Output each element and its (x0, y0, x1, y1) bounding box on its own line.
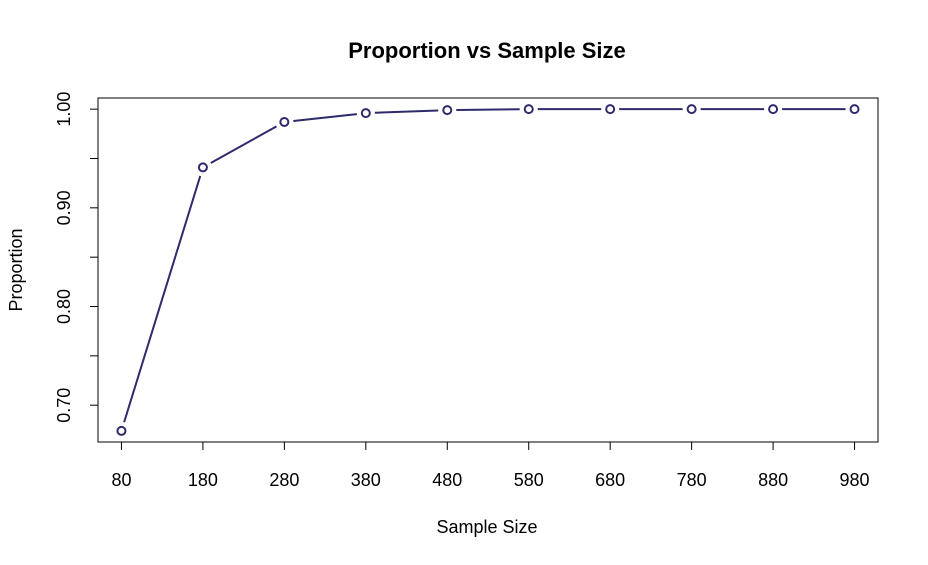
data-point (279, 116, 290, 127)
series-segment (456, 108, 520, 112)
x-tick-label: 680 (595, 470, 625, 490)
x-axis-label: Sample Size (436, 517, 537, 537)
x-tick-label: 580 (514, 470, 544, 490)
data-point (197, 162, 208, 173)
data-point (360, 108, 371, 119)
series-segment (293, 113, 357, 122)
y-tick-label: 0.70 (54, 388, 74, 423)
x-tick-label: 880 (758, 470, 788, 490)
data-point (442, 105, 453, 116)
data-point (605, 104, 616, 115)
y-tick-label: 0.80 (54, 289, 74, 324)
y-tick-label: 1.00 (54, 92, 74, 127)
y-axis-label: Proportion (6, 228, 26, 311)
data-point (768, 104, 779, 115)
data-point (116, 425, 127, 436)
x-tick-label: 480 (432, 470, 462, 490)
chart-title: Proportion vs Sample Size (348, 38, 626, 63)
x-tick-label: 980 (840, 470, 870, 490)
data-point (686, 104, 697, 115)
plot-area-frame (97, 97, 879, 443)
series-line (116, 104, 860, 436)
data-point (523, 104, 534, 115)
x-axis: 80 180 280 380 480 580 680 780 880 980 (111, 441, 870, 490)
series-segment (123, 175, 202, 423)
series-layer (116, 104, 860, 436)
y-tick-label: 0.90 (54, 190, 74, 225)
x-tick-label: 80 (111, 470, 131, 490)
x-tick-label: 180 (188, 470, 218, 490)
data-point (849, 104, 860, 115)
series-segment (210, 125, 277, 164)
x-tick-label: 780 (677, 470, 707, 490)
series-segment (374, 109, 439, 114)
y-axis: 0.70 0.80 0.90 1.00 (54, 92, 99, 423)
x-tick-label: 280 (269, 470, 299, 490)
x-tick-label: 380 (351, 470, 381, 490)
